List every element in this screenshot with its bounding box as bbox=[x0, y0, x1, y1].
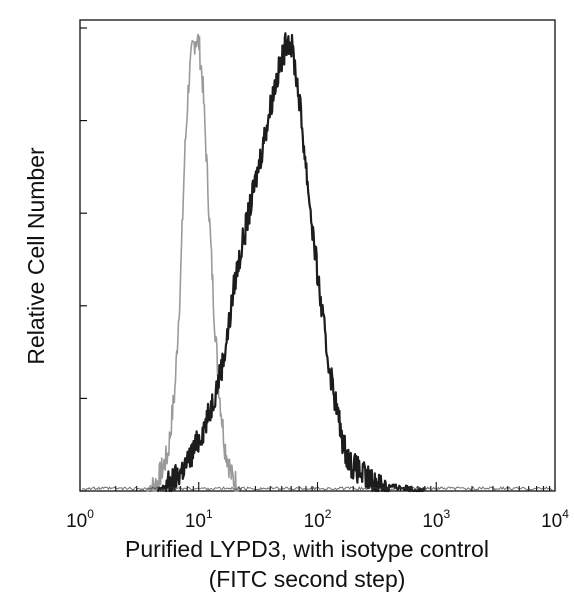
x-tick-label: 102 bbox=[304, 507, 332, 532]
series-group bbox=[81, 32, 553, 493]
x-axis-title-line2: (FITC second step) bbox=[209, 566, 406, 592]
x-tick-label: 100 bbox=[66, 507, 94, 532]
x-tick-label: 101 bbox=[185, 507, 213, 532]
histogram-series bbox=[145, 33, 243, 492]
x-axis-tick-labels: 100 101 102 103 104 bbox=[66, 507, 569, 532]
y-axis-title: Relative Cell Number bbox=[23, 147, 49, 365]
baseline-trace bbox=[81, 485, 553, 492]
x-tick-label: 103 bbox=[422, 507, 450, 532]
histogram-series bbox=[156, 32, 426, 493]
x-tick-label: 104 bbox=[541, 507, 569, 532]
x-axis-title: Purified LYPD3, with isotype control bbox=[125, 536, 489, 562]
y-axis-ticks bbox=[80, 27, 87, 492]
